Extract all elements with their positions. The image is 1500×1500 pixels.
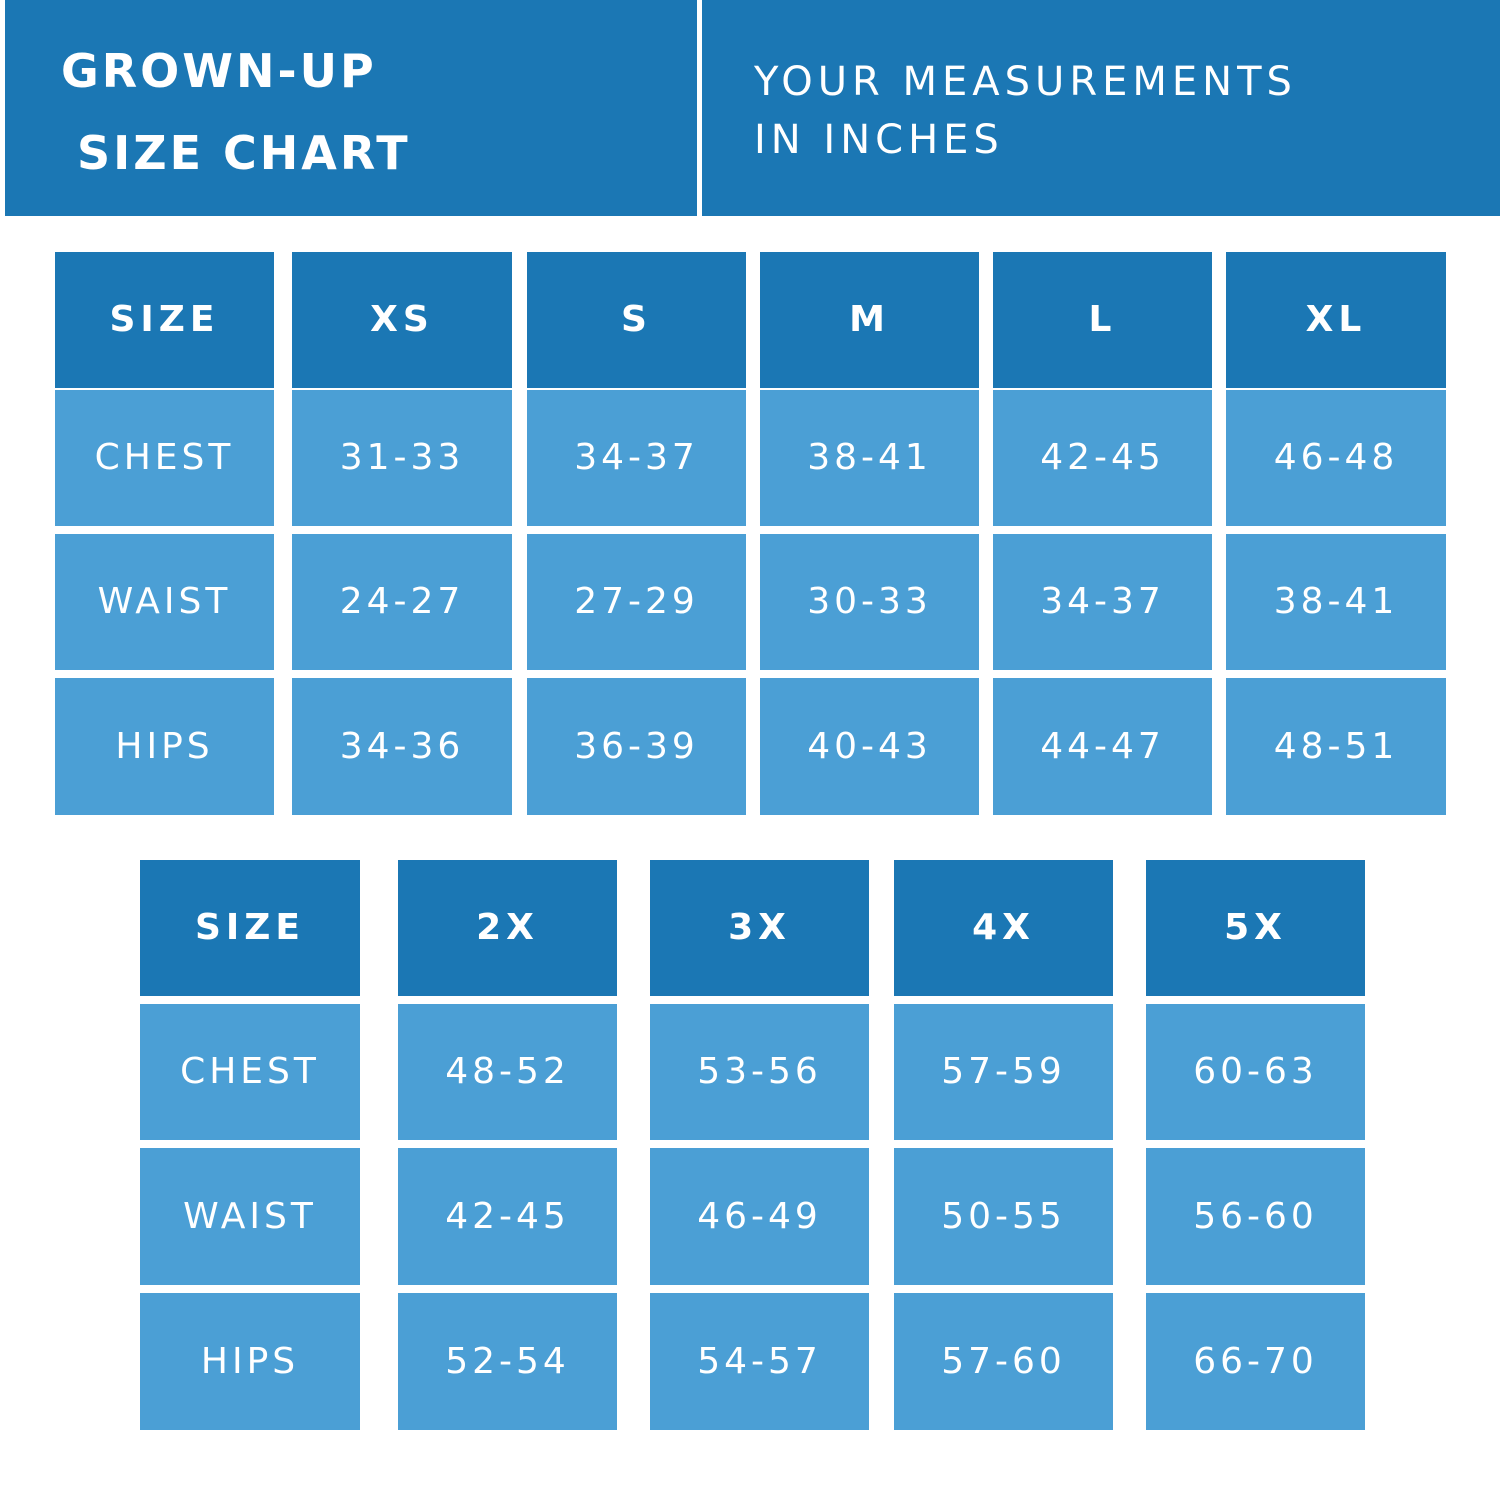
size-column-header-text: 4X (972, 907, 1035, 948)
measurement-cell-text: 60-63 (1193, 1051, 1318, 1092)
size-header-cell-text: SIZE (194, 907, 306, 948)
row-label-cell: HIPS (55, 678, 274, 815)
size-column-header: XL (1226, 252, 1446, 388)
size-column-header: XS (292, 252, 512, 388)
measurement-cell: 27-29 (527, 534, 746, 670)
measurement-cell: 40-43 (760, 678, 979, 815)
measurement-cell: 60-63 (1146, 1004, 1365, 1140)
measurement-cell: 46-48 (1226, 390, 1446, 526)
row-label-cell-text: WAIST (183, 1195, 317, 1237)
measurement-cell-text: 46-49 (697, 1195, 822, 1237)
measurement-cell-text: 42-45 (1040, 437, 1165, 478)
page-title-line-1: GROWN-UP (61, 44, 377, 98)
measurement-cell-text: 48-52 (445, 1051, 570, 1092)
measurement-cell-text: 38-41 (807, 437, 932, 478)
size-column-header-text: M (849, 299, 890, 340)
measurement-cell: 42-45 (993, 390, 1212, 526)
size-header-cell: SIZE (140, 860, 360, 996)
row-label-cell-text: WAIST (97, 581, 232, 622)
measurement-cell-text: 57-60 (941, 1340, 1066, 1382)
measurement-cell: 57-60 (894, 1293, 1113, 1430)
size-column-header-text: 5X (1224, 907, 1287, 948)
size-column-header-text: L (1088, 299, 1117, 340)
size-column-header-text: XL (1305, 299, 1367, 340)
measurement-cell: 34-37 (527, 390, 746, 526)
measurement-cell: 44-47 (993, 678, 1212, 815)
measurement-cell-text: 46-48 (1273, 437, 1399, 478)
size-column-header: 3X (650, 860, 869, 996)
size-column-header: S (527, 252, 746, 388)
row-label-cell: HIPS (140, 1293, 360, 1430)
measurement-cell-text: 40-43 (807, 725, 932, 767)
measurement-cell-text: 56-60 (1193, 1195, 1318, 1237)
size-column-header: 5X (1146, 860, 1365, 996)
row-label-cell: CHEST (140, 1004, 360, 1140)
measurement-cell: 48-52 (398, 1004, 617, 1140)
measurement-cell-text: 31-33 (339, 437, 465, 478)
measurement-cell-text: 34-36 (339, 725, 465, 767)
size-column-header: L (993, 252, 1212, 388)
measurement-cell: 36-39 (527, 678, 746, 815)
subtitle-line-1: YOUR MEASUREMENTS (754, 59, 1297, 105)
header-title-panel: GROWN-UP SIZE CHART (5, 0, 697, 216)
measurement-cell-text: 42-45 (445, 1195, 570, 1237)
measurement-cell: 50-55 (894, 1148, 1113, 1285)
measurement-cell: 52-54 (398, 1293, 617, 1430)
row-label-cell: WAIST (55, 534, 274, 670)
measurement-cell-text: 54-57 (697, 1340, 822, 1382)
page-title-line-2: SIZE CHART (77, 126, 411, 180)
measurement-cell: 34-37 (993, 534, 1212, 670)
measurement-cell: 53-56 (650, 1004, 869, 1140)
measurement-cell: 46-49 (650, 1148, 869, 1285)
measurement-cell: 56-60 (1146, 1148, 1365, 1285)
measurement-cell-text: 34-37 (574, 437, 699, 478)
row-label-cell: CHEST (55, 390, 274, 526)
measurement-cell-text: 44-47 (1040, 725, 1165, 767)
measurement-cell: 24-27 (292, 534, 512, 670)
measurement-cell: 31-33 (292, 390, 512, 526)
measurement-cell-text: 50-55 (941, 1195, 1066, 1237)
measurement-cell-text: 53-56 (697, 1051, 822, 1092)
measurement-cell: 54-57 (650, 1293, 869, 1430)
size-column-header-text: 3X (728, 907, 791, 948)
measurement-cell: 42-45 (398, 1148, 617, 1285)
header-subtitle-panel: YOUR MEASUREMENTS IN INCHES (702, 0, 1500, 216)
measurement-cell-text: 57-59 (941, 1051, 1066, 1092)
measurement-cell-text: 27-29 (574, 581, 699, 622)
measurement-cell: 30-33 (760, 534, 979, 670)
row-label-cell-text: HIPS (200, 1340, 300, 1382)
measurement-cell-text: 34-37 (1040, 581, 1165, 622)
measurement-cell: 57-59 (894, 1004, 1113, 1140)
row-label-cell-text: CHEST (180, 1051, 320, 1092)
measurement-cell-text: 30-33 (807, 581, 932, 622)
size-header-cell-text: SIZE (109, 299, 220, 340)
row-label-cell-text: HIPS (115, 725, 214, 767)
measurement-cell: 48-51 (1226, 678, 1446, 815)
size-column-header-text: 2X (476, 907, 539, 948)
size-header-cell: SIZE (55, 252, 274, 388)
size-column-header: 4X (894, 860, 1113, 996)
size-column-header-text: S (621, 299, 652, 340)
size-column-header: 2X (398, 860, 617, 996)
row-label-cell: WAIST (140, 1148, 360, 1285)
measurement-cell: 38-41 (760, 390, 979, 526)
subtitle-line-2: IN INCHES (754, 117, 1004, 163)
measurement-cell: 66-70 (1146, 1293, 1365, 1430)
measurement-cell-text: 24-27 (339, 581, 465, 622)
measurement-cell-text: 52-54 (445, 1340, 570, 1382)
measurement-cell-text: 36-39 (574, 725, 699, 767)
size-column-header-text: XS (370, 299, 434, 340)
measurement-cell-text: 48-51 (1273, 725, 1399, 767)
row-label-cell-text: CHEST (94, 437, 235, 478)
size-column-header: M (760, 252, 979, 388)
measurement-cell: 38-41 (1226, 534, 1446, 670)
measurement-cell-text: 66-70 (1193, 1340, 1318, 1382)
measurement-cell: 34-36 (292, 678, 512, 815)
measurement-cell-text: 38-41 (1273, 581, 1399, 622)
